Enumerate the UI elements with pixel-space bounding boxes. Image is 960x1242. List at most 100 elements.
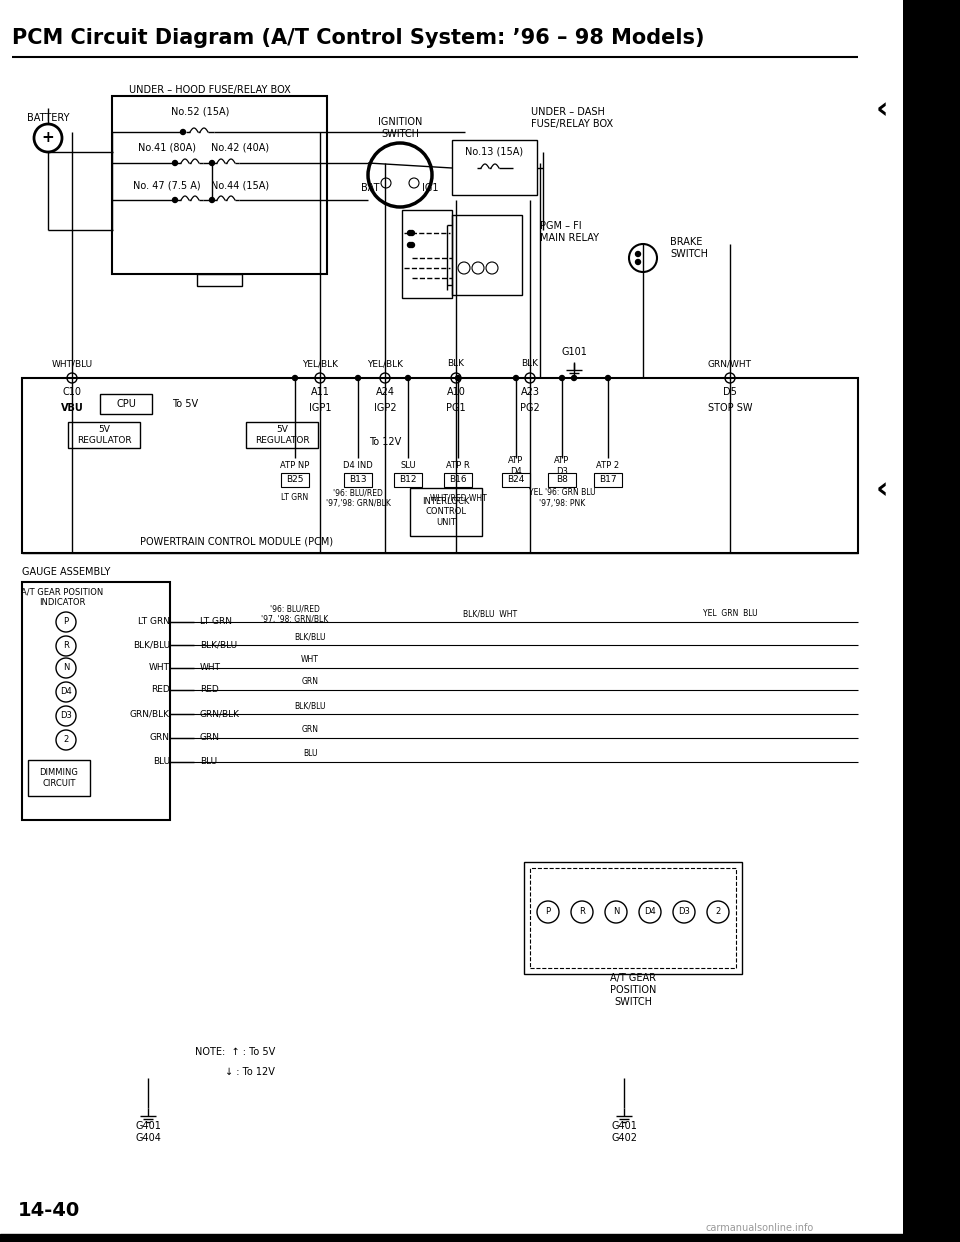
Circle shape (293, 375, 298, 380)
Bar (22, 378, 858, 553)
Text: A23: A23 (520, 388, 540, 397)
Text: B12: B12 (399, 476, 417, 484)
Text: UNDER – DASH
FUSE/RELAY BOX: UNDER – DASH FUSE/RELAY BOX (531, 107, 613, 129)
Text: ATP
D3: ATP D3 (554, 456, 569, 476)
Text: D3: D3 (60, 712, 72, 720)
Text: WHT: WHT (149, 663, 170, 672)
Text: LT GRN: LT GRN (200, 617, 232, 626)
Text: SLU: SLU (400, 462, 416, 471)
Circle shape (455, 375, 461, 380)
Bar (246, 422, 318, 448)
Text: ATP R: ATP R (446, 462, 469, 471)
Text: B24: B24 (507, 476, 525, 484)
Text: BAT: BAT (361, 183, 379, 193)
Text: G401
G402: G401 G402 (611, 1122, 637, 1143)
Circle shape (571, 375, 577, 380)
Text: BLK: BLK (521, 359, 539, 369)
Text: 5V
REGULATOR: 5V REGULATOR (254, 425, 309, 445)
Text: GAUGE ASSEMBLY: GAUGE ASSEMBLY (22, 568, 110, 578)
Text: R: R (63, 642, 69, 651)
Text: DIMMING
CIRCUIT: DIMMING CIRCUIT (39, 769, 79, 787)
Text: P: P (63, 617, 68, 626)
Bar (502, 473, 530, 487)
Circle shape (514, 375, 518, 380)
Circle shape (209, 197, 214, 202)
Text: A10: A10 (446, 388, 466, 397)
Text: No.13 (15A): No.13 (15A) (465, 147, 523, 156)
Text: WHT: WHT (200, 663, 221, 672)
Text: +: + (41, 130, 55, 145)
Text: PG1: PG1 (446, 402, 466, 414)
Text: ‹: ‹ (876, 96, 888, 124)
Text: NOTE:  ↑ : To 5V: NOTE: ↑ : To 5V (195, 1047, 276, 1057)
Text: G101: G101 (561, 347, 587, 356)
Text: YEL/BLK: YEL/BLK (367, 359, 403, 369)
Text: B16: B16 (449, 476, 467, 484)
Bar (394, 473, 422, 487)
Bar (530, 868, 736, 968)
Text: GRN: GRN (301, 677, 319, 687)
Text: N: N (612, 908, 619, 917)
Text: VBU: VBU (60, 402, 84, 414)
Bar (197, 274, 242, 286)
Circle shape (606, 375, 611, 380)
Text: No.52 (15A): No.52 (15A) (171, 107, 229, 117)
Circle shape (914, 482, 950, 518)
Bar (903, 0, 960, 1242)
Text: WHT/RED WHT: WHT/RED WHT (430, 493, 487, 503)
Bar (112, 96, 327, 274)
Circle shape (636, 260, 640, 265)
Text: CPU: CPU (116, 399, 136, 409)
Text: YEL  GRN  BLU: YEL GRN BLU (703, 610, 757, 619)
Text: G401
G404: G401 G404 (135, 1122, 161, 1143)
Circle shape (910, 88, 954, 132)
Text: '96: BLU/RED
'97, '98: GRN/BLK: '96: BLU/RED '97, '98: GRN/BLK (261, 605, 328, 623)
Bar (402, 210, 452, 298)
Text: 2: 2 (715, 908, 721, 917)
Text: ↓ : To 12V: ↓ : To 12V (225, 1067, 275, 1077)
Text: ‹: ‹ (876, 476, 888, 504)
Text: BLK/BLU: BLK/BLU (132, 641, 170, 650)
Text: R: R (579, 908, 585, 917)
Text: WHT: WHT (301, 656, 319, 664)
Bar (444, 473, 472, 487)
Text: GRN: GRN (150, 734, 170, 743)
Text: BLK: BLK (447, 359, 465, 369)
Text: No. 47 (7.5 A): No. 47 (7.5 A) (133, 180, 201, 190)
Bar (100, 394, 152, 414)
Text: PGM – FI
MAIN RELAY: PGM – FI MAIN RELAY (540, 221, 599, 242)
Text: YEL/BLK: YEL/BLK (302, 359, 338, 369)
Text: No.42 (40A): No.42 (40A) (211, 143, 269, 153)
Circle shape (560, 375, 564, 380)
Bar (68, 422, 140, 448)
Bar (22, 582, 170, 820)
Text: YEL '96: GRN BLU
'97,'98: PNK: YEL '96: GRN BLU '97,'98: PNK (529, 488, 595, 508)
Circle shape (410, 231, 415, 236)
Text: INTERLOCK
CONTROL
UNIT: INTERLOCK CONTROL UNIT (422, 497, 469, 527)
Text: BRAKE
SWITCH: BRAKE SWITCH (670, 237, 708, 258)
Text: LT GRN: LT GRN (138, 617, 170, 626)
Text: 14-40: 14-40 (18, 1201, 81, 1220)
Text: GRN/WHT: GRN/WHT (708, 359, 752, 369)
Text: PG2: PG2 (520, 402, 540, 414)
Text: ATP NP: ATP NP (280, 462, 310, 471)
Text: BLK/BLU: BLK/BLU (295, 702, 325, 710)
Text: B13: B13 (349, 476, 367, 484)
Bar (0, 1235, 960, 1242)
Circle shape (355, 375, 361, 380)
Text: No.41 (80A): No.41 (80A) (138, 143, 196, 153)
Bar (452, 140, 537, 195)
Circle shape (407, 242, 413, 247)
Text: BLK/BLU: BLK/BLU (295, 632, 325, 642)
Text: BLU: BLU (153, 758, 170, 766)
Text: '96: BLU/RED
'97,'98: GRN/BLK: '96: BLU/RED '97,'98: GRN/BLK (325, 488, 391, 508)
Text: IGP1: IGP1 (309, 402, 331, 414)
Text: GRN: GRN (200, 734, 220, 743)
Circle shape (209, 160, 214, 165)
Text: BLK/BLU: BLK/BLU (200, 641, 237, 650)
Text: IG1: IG1 (421, 183, 439, 193)
Text: B25: B25 (286, 476, 303, 484)
Circle shape (173, 160, 178, 165)
Text: BATTERY: BATTERY (27, 113, 69, 123)
Text: D4 IND: D4 IND (343, 462, 372, 471)
